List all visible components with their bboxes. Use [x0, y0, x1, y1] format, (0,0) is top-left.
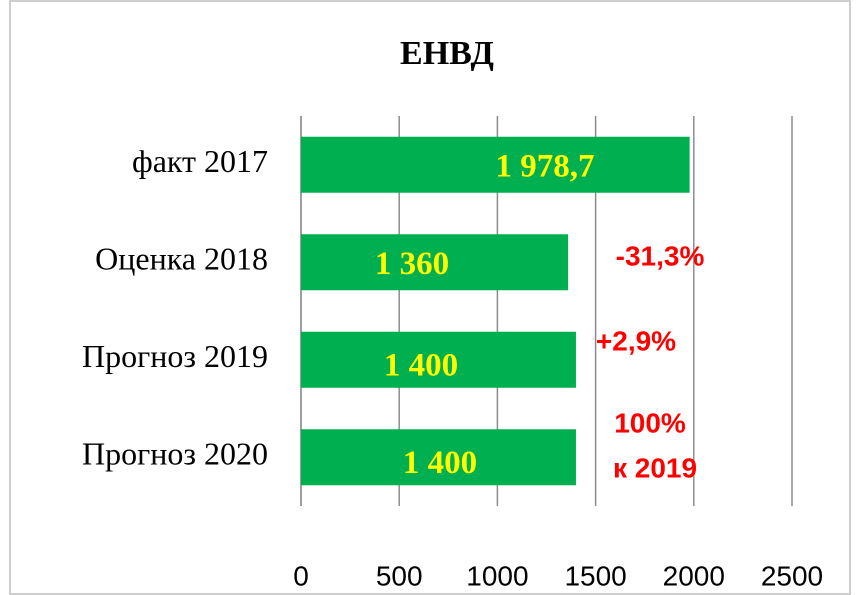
annotation: +2,9%	[596, 325, 676, 356]
value-label: 1 400	[403, 445, 477, 481]
chart-frame	[9, 0, 851, 595]
bar	[301, 429, 576, 486]
x-tick-label: 0	[293, 560, 309, 591]
bar	[301, 234, 569, 291]
bar	[301, 331, 576, 388]
x-tick-label: 2000	[663, 560, 725, 591]
bar	[301, 136, 690, 193]
value-label: 1 360	[375, 246, 449, 282]
x-tick-label: 1500	[564, 560, 626, 591]
annotation: к 2019	[613, 452, 697, 483]
y-tick-label: Прогноз 2019	[82, 338, 268, 374]
x-tick-label: 1000	[466, 560, 528, 591]
y-tick-label: факт 2017	[132, 143, 268, 179]
x-tick-label: 2500	[761, 560, 823, 591]
y-tick-label: Оценка 2018	[95, 241, 268, 277]
value-label: 1 978,7	[496, 148, 595, 184]
value-label: 1 400	[384, 347, 458, 383]
annotation: -31,3%	[616, 240, 705, 271]
y-tick-label: Прогноз 2020	[82, 436, 268, 472]
annotation: 100%	[614, 407, 686, 438]
x-tick-label: 500	[376, 560, 423, 591]
chart-title: ЕНВД	[400, 35, 494, 72]
